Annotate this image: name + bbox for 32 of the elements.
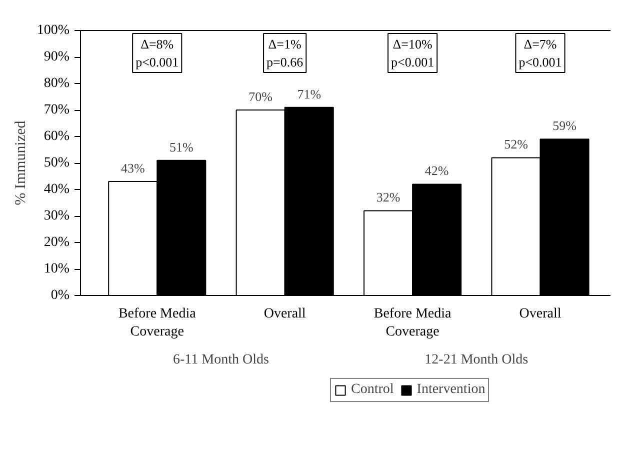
- y-tick-label: 80%: [44, 76, 70, 91]
- annotation: Δ=10% p<0.001: [391, 36, 434, 70]
- y-tick-label: 30%: [44, 208, 70, 224]
- data-label: 32%: [376, 190, 400, 205]
- data-label: 43%: [120, 160, 145, 176]
- x-tick-label: Before Media Coverage: [374, 306, 452, 340]
- data-label: 71%: [297, 86, 322, 102]
- data-label: 51%: [169, 139, 194, 154]
- y-tick-label: 90%: [44, 50, 70, 64]
- y-tick-label: 0%: [50, 288, 70, 303]
- legend-label: Intervention: [416, 382, 486, 398]
- legend-label: Control: [351, 382, 394, 398]
- y-tick-label: 50%: [44, 156, 70, 170]
- data-label: 42%: [424, 163, 449, 178]
- annotation: Δ=1% p=0.66: [266, 36, 304, 70]
- x-tick-label: Overall: [519, 306, 562, 322]
- y-tick-label: 60%: [44, 129, 70, 144]
- data-label: 70%: [248, 89, 273, 104]
- y-axis-title: % Immunized: [12, 120, 29, 206]
- x-tick-label: Before Media Coverage: [118, 306, 197, 340]
- data-label: 59%: [552, 118, 577, 134]
- y-tick-label: 10%: [44, 262, 70, 276]
- text: 6-11 Month Olds: [173, 352, 269, 368]
- annotation: Δ=7% p<0.001: [518, 36, 562, 70]
- data-label: 52%: [504, 136, 528, 152]
- y-tick-label: 20%: [44, 235, 70, 250]
- y-tick-label: 70%: [44, 102, 70, 118]
- annotation: Δ=8% p<0.001: [136, 36, 179, 70]
- y-tick-label: 40%: [44, 182, 70, 197]
- y-tick-label: 100%: [36, 23, 70, 38]
- x-tick-label: Overall: [264, 306, 306, 322]
- text: 12-21 Month Olds: [424, 352, 528, 368]
